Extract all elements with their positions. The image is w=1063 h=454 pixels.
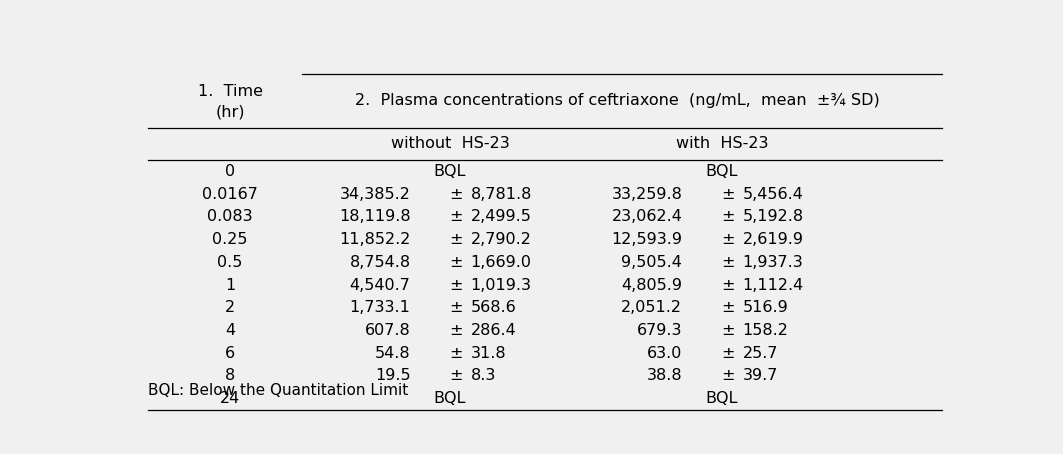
Text: 2,790.2: 2,790.2: [471, 232, 532, 247]
Text: 33,259.8: 33,259.8: [611, 187, 682, 202]
Text: ±: ±: [721, 232, 735, 247]
Text: ±: ±: [721, 187, 735, 202]
Text: ±: ±: [449, 255, 462, 270]
Text: 2,051.2: 2,051.2: [622, 300, 682, 315]
Text: 679.3: 679.3: [637, 323, 682, 338]
Text: 1,019.3: 1,019.3: [471, 277, 532, 292]
Text: 6: 6: [225, 345, 235, 360]
Text: ±: ±: [449, 300, 462, 315]
Text: ±: ±: [449, 345, 462, 360]
Text: ±: ±: [449, 232, 462, 247]
Text: 54.8: 54.8: [375, 345, 410, 360]
Text: (hr): (hr): [216, 104, 244, 119]
Text: 2.  Plasma concentrations of ceftriaxone  (ng/mL,  mean  ±¾ SD): 2. Plasma concentrations of ceftriaxone …: [355, 93, 880, 109]
Text: 39.7: 39.7: [742, 368, 778, 384]
Text: 25.7: 25.7: [742, 345, 778, 360]
Text: 286.4: 286.4: [471, 323, 517, 338]
Text: ±: ±: [721, 300, 735, 315]
Text: BQL: BQL: [434, 391, 467, 406]
Text: 8: 8: [225, 368, 235, 384]
Text: 0: 0: [225, 164, 235, 179]
Text: 19.5: 19.5: [375, 368, 410, 384]
Text: 4: 4: [225, 323, 235, 338]
Text: ±: ±: [449, 187, 462, 202]
Text: ±: ±: [449, 209, 462, 224]
Text: 0.5: 0.5: [218, 255, 242, 270]
Text: 516.9: 516.9: [742, 300, 789, 315]
Text: 8.3: 8.3: [471, 368, 496, 384]
Text: ±: ±: [721, 255, 735, 270]
Text: 1.  Time: 1. Time: [198, 84, 263, 99]
Text: 1,112.4: 1,112.4: [742, 277, 804, 292]
Text: 4,540.7: 4,540.7: [350, 277, 410, 292]
Text: ±: ±: [721, 277, 735, 292]
Text: 12,593.9: 12,593.9: [611, 232, 682, 247]
Text: 11,852.2: 11,852.2: [339, 232, 410, 247]
Text: ±: ±: [449, 323, 462, 338]
Text: ±: ±: [721, 209, 735, 224]
Text: ±: ±: [721, 345, 735, 360]
Text: ±: ±: [449, 368, 462, 384]
Text: 9,505.4: 9,505.4: [622, 255, 682, 270]
Text: 2: 2: [225, 300, 235, 315]
Text: 568.6: 568.6: [471, 300, 517, 315]
Text: without  HS-23: without HS-23: [391, 137, 509, 152]
Text: BQL: BQL: [706, 164, 738, 179]
Text: BQL: BQL: [706, 391, 738, 406]
Text: ±: ±: [721, 323, 735, 338]
Text: 1,669.0: 1,669.0: [471, 255, 532, 270]
Text: 1,937.3: 1,937.3: [742, 255, 804, 270]
Text: 0.083: 0.083: [207, 209, 253, 224]
Text: 0.0167: 0.0167: [202, 187, 258, 202]
Text: 5,456.4: 5,456.4: [742, 187, 804, 202]
Text: 38.8: 38.8: [646, 368, 682, 384]
Text: ±: ±: [721, 368, 735, 384]
Text: ±: ±: [449, 277, 462, 292]
Text: 158.2: 158.2: [742, 323, 789, 338]
Text: 4,805.9: 4,805.9: [622, 277, 682, 292]
Text: 63.0: 63.0: [647, 345, 682, 360]
Text: BQL: BQL: [434, 164, 467, 179]
Text: 23,062.4: 23,062.4: [611, 209, 682, 224]
Text: 5,192.8: 5,192.8: [742, 209, 804, 224]
Text: BQL: Below the Quantitation Limit: BQL: Below the Quantitation Limit: [148, 383, 408, 398]
Text: 8,781.8: 8,781.8: [471, 187, 532, 202]
Text: 1: 1: [225, 277, 235, 292]
Text: 0.25: 0.25: [213, 232, 248, 247]
Text: 34,385.2: 34,385.2: [340, 187, 410, 202]
Text: 607.8: 607.8: [365, 323, 410, 338]
Text: 24: 24: [220, 391, 240, 406]
Text: 18,119.8: 18,119.8: [339, 209, 410, 224]
Text: 2,619.9: 2,619.9: [742, 232, 804, 247]
Text: with  HS-23: with HS-23: [676, 137, 769, 152]
Text: 31.8: 31.8: [471, 345, 506, 360]
Text: 2,499.5: 2,499.5: [471, 209, 532, 224]
Text: 1,733.1: 1,733.1: [350, 300, 410, 315]
Text: 8,754.8: 8,754.8: [350, 255, 410, 270]
